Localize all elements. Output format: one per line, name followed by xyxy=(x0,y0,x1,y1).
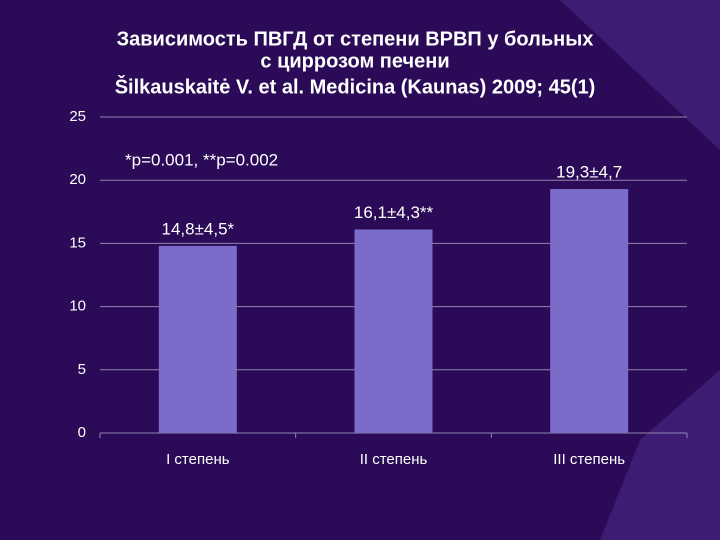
value-label: 19,3±4,7 xyxy=(556,163,622,182)
bar xyxy=(550,189,629,433)
y-tick-label: 5 xyxy=(78,361,86,378)
chart-title: с циррозом печени xyxy=(260,50,449,72)
value-label: 16,1±4,3** xyxy=(354,203,434,222)
x-tick-label: I степень xyxy=(166,451,230,468)
chart-subtitle: Šilkauskaitė V. et al. Medicina (Kaunas)… xyxy=(115,74,596,98)
y-tick-label: 0 xyxy=(78,424,86,441)
y-tick-label: 15 xyxy=(69,234,86,251)
decoration xyxy=(560,0,720,150)
y-tick-label: 20 xyxy=(69,171,86,188)
bar xyxy=(354,229,433,433)
y-tick-label: 25 xyxy=(69,108,86,125)
y-tick-label: 10 xyxy=(69,298,86,315)
x-tick-label: II степень xyxy=(360,451,428,468)
decoration xyxy=(600,370,720,540)
value-label: 14,8±4,5* xyxy=(161,219,234,238)
annotation: *p=0.001, **p=0.002 xyxy=(125,150,278,169)
chart-title: Зависимость ПВГД от степени ВРВП у больн… xyxy=(117,28,594,50)
x-tick-label: III степень xyxy=(553,451,625,468)
bar xyxy=(158,245,237,433)
